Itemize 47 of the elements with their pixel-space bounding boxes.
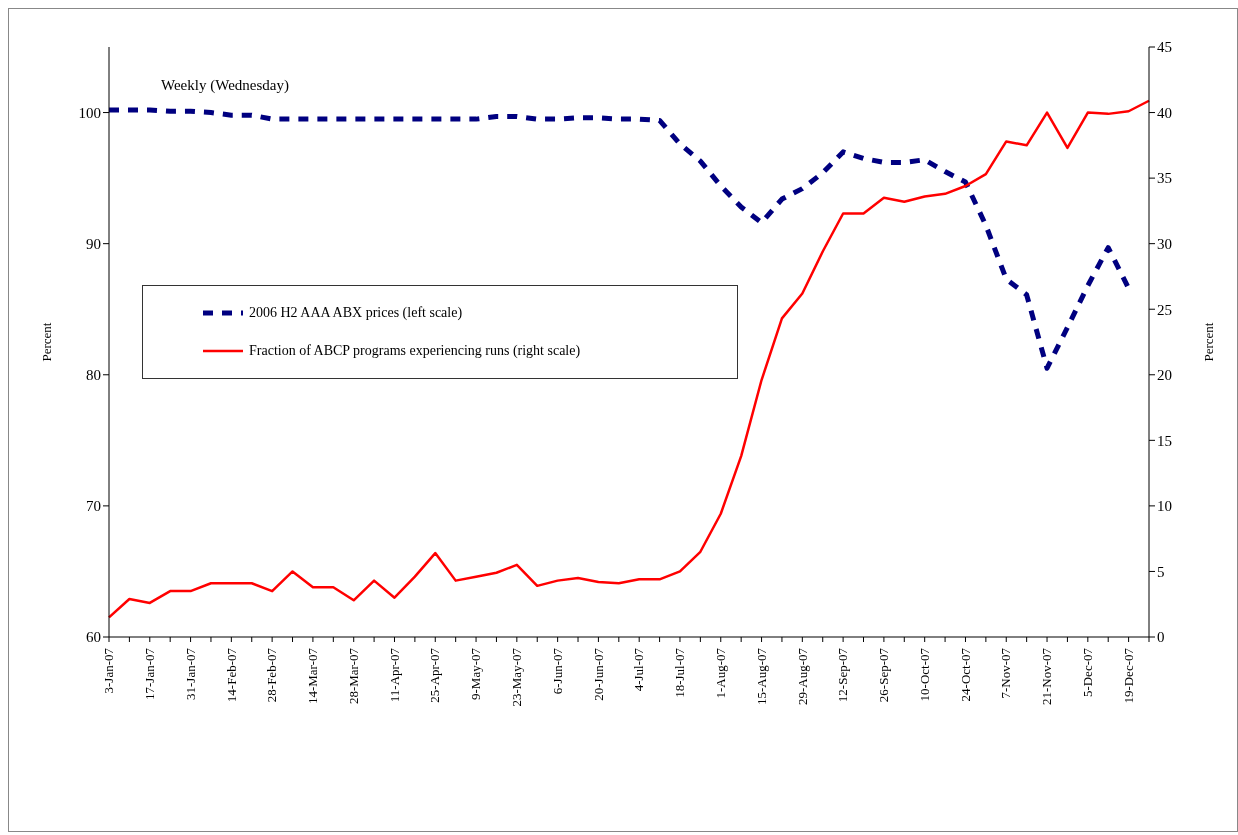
x-tick-label: 1-Aug-07 xyxy=(712,647,728,699)
x-tick-label: 31-Jan-07 xyxy=(182,647,198,700)
y2-tick-label: 40 xyxy=(1157,104,1172,121)
y2-axis-title: Percent xyxy=(1200,322,1216,362)
x-tick-label: 25-Apr-07 xyxy=(427,647,443,703)
x-tick-label: 9-May-07 xyxy=(468,647,484,700)
line-series xyxy=(107,99,1151,619)
x-tick-label: 23-May-07 xyxy=(509,647,525,707)
x-tick-label: 10-Oct-07 xyxy=(916,647,932,702)
y2-tick-label: 45 xyxy=(1157,39,1172,56)
x-tick-label: 18-Jul-07 xyxy=(672,647,688,698)
y2-tick-label: 35 xyxy=(1157,170,1172,187)
y-tick-label: 100 xyxy=(78,104,101,121)
x-tick-label: 12-Sep-07 xyxy=(835,647,851,703)
x-tick-label: 5-Dec-07 xyxy=(1080,647,1096,698)
x-tick-label: 6-Jun-07 xyxy=(549,647,565,695)
x-tick-label: 11-Apr-07 xyxy=(386,647,402,703)
y-tick-label: 80 xyxy=(86,367,101,384)
x-tick-label: 28-Feb-07 xyxy=(264,647,280,703)
y2-tick-label: 10 xyxy=(1157,498,1172,515)
x-tick-label: 4-Jul-07 xyxy=(631,647,647,692)
x-tick-label: 15-Aug-07 xyxy=(753,647,769,706)
y2-tick-label: 30 xyxy=(1157,235,1172,252)
y2-tick-label: 15 xyxy=(1157,432,1172,449)
legend-label: Fraction of ABCP programs experiencing runs (right scale) xyxy=(249,343,581,359)
x-tick-label: 20-Jun-07 xyxy=(590,647,606,701)
annotation: Weekly (Wednesday) xyxy=(161,77,289,94)
y-tick-label: 60 xyxy=(86,629,101,646)
x-tick-label: 21-Nov-07 xyxy=(1039,647,1055,706)
x-tick-label: 14-Feb-07 xyxy=(223,647,239,703)
x-tick-label: 26-Sep-07 xyxy=(876,647,892,703)
x-tick-label: 24-Oct-07 xyxy=(957,647,973,702)
legend-label: 2006 H2 AAA ABX prices (left scale) xyxy=(249,305,463,321)
x-tick-label: 28-Mar-07 xyxy=(345,647,361,705)
x-tick-label: 14-Mar-07 xyxy=(305,647,321,705)
x-tick-label: 29-Aug-07 xyxy=(794,647,810,706)
y2-tick-label: 20 xyxy=(1157,367,1172,384)
y2-tick-label: 0 xyxy=(1157,629,1165,646)
x-tick-label: 19-Dec-07 xyxy=(1120,647,1136,704)
x-tick-label: 17-Jan-07 xyxy=(142,647,158,700)
x-tick-label: 3-Jan-07 xyxy=(101,647,117,694)
y-axis-title: Percent xyxy=(38,322,54,362)
y2-tick-label: 5 xyxy=(1157,563,1165,580)
x-tick-label: 7-Nov-07 xyxy=(998,647,1014,699)
y-tick-label: 70 xyxy=(86,498,101,515)
y-tick-label: 90 xyxy=(86,235,101,252)
y2-tick-label: 25 xyxy=(1157,301,1172,318)
